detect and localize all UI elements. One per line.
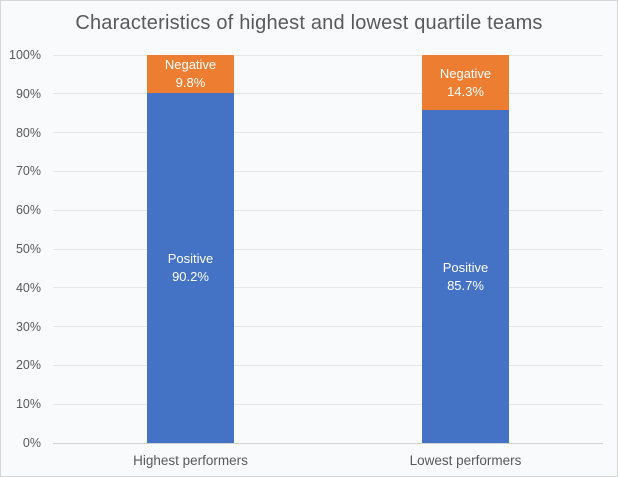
y-axis-tick-label: 10% xyxy=(15,397,41,412)
bar-segment-series-label: Negative xyxy=(164,57,217,72)
bar-segment-value-label: 9.8% xyxy=(175,75,206,90)
y-axis-tick-label: 70% xyxy=(15,164,41,179)
chart-title: Characteristics of highest and lowest qu… xyxy=(75,12,543,34)
bar-segment-value-label: 90.2% xyxy=(172,269,209,284)
gridline xyxy=(53,287,603,289)
gridline xyxy=(53,93,603,95)
y-axis-tick-label: 30% xyxy=(15,319,41,334)
y-axis-tick-label: 80% xyxy=(15,125,41,140)
y-axis-tick-label: 90% xyxy=(15,86,41,101)
y-axis-tick-label: 100% xyxy=(9,48,41,62)
bar-segment-series-label: Negative xyxy=(439,65,492,81)
x-axis-category-label: Highest performers xyxy=(133,453,248,468)
gridline xyxy=(53,209,603,211)
bar-segment-series-label: Positive xyxy=(167,251,214,266)
bar-segment-value-label: 14.3% xyxy=(447,83,484,99)
bar-segment-positive[interactable]: Positive 90.2% xyxy=(147,93,234,443)
bar-segment-positive[interactable]: Positive 85.7% xyxy=(422,110,509,443)
y-axis-tick-label: 0% xyxy=(22,436,41,450)
y-axis-tick-label: 60% xyxy=(15,203,41,218)
y-axis-tick-label: 20% xyxy=(15,358,41,373)
gridline xyxy=(53,364,603,366)
gridline xyxy=(53,54,603,56)
x-axis-line xyxy=(53,442,603,444)
gridline xyxy=(53,132,603,134)
gridline xyxy=(53,248,603,250)
y-axis-tick-label: 40% xyxy=(15,280,41,295)
bar-segment-series-label: Positive xyxy=(442,259,489,275)
y-axis-tick-label: 50% xyxy=(15,242,41,256)
gridline xyxy=(53,403,603,405)
gridline xyxy=(53,326,603,328)
bar-segment-value-label: 85.7% xyxy=(447,277,484,293)
x-axis-category-label: Lowest performers xyxy=(409,453,522,468)
gridline xyxy=(53,170,603,172)
bar-segment-negative[interactable]: Negative 9.8% xyxy=(147,55,234,94)
bar-segment-negative[interactable]: Negative 14.3% xyxy=(422,55,509,111)
